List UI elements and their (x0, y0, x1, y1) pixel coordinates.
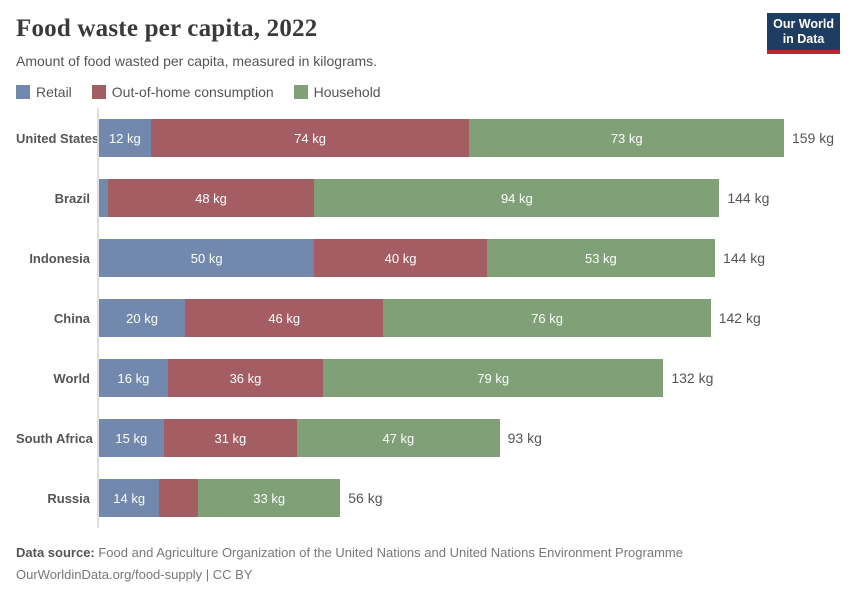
total-label: 159 kg (791, 130, 835, 146)
category-label: South Africa (16, 430, 93, 446)
legend-swatch-icon (293, 85, 308, 99)
total-label: 142 kg (718, 310, 761, 326)
bar-segment[interactable]: 76 kg (383, 299, 711, 337)
bar-area: 12 kg 74 kg 73 kg 159 kg (97, 108, 850, 168)
stacked-bar: 48 kg 94 kg (99, 179, 720, 217)
stacked-bar-chart: United States 12 kg 74 kg 73 kg 159 kg Brazil… (16, 108, 850, 528)
table-row: China 20 kg 46 kg 76 kg 142 kg (16, 288, 850, 348)
bar-segment[interactable]: 47 kg (297, 419, 500, 457)
bar-segment[interactable]: 16 kg (99, 359, 168, 397)
legend: Retail Out-of-home consumption Household (16, 84, 850, 100)
bar-area: 20 kg 46 kg 76 kg 142 kg (97, 288, 850, 348)
bar-segment[interactable]: 31 kg (163, 419, 298, 457)
legend-item-0: Retail (16, 84, 72, 100)
page-title: Food waste per capita, 2022 (16, 15, 318, 42)
bar-segment[interactable]: 48 kg (107, 179, 315, 217)
license-line: OurWorldinData.org/food-supply | CC BY (16, 567, 253, 582)
legend-swatch-icon (16, 85, 30, 99)
legend-item-2: Household (293, 84, 381, 100)
stacked-bar: 12 kg 74 kg 73 kg (99, 119, 784, 157)
bar-area: 16 kg 36 kg 79 kg 132 kg (97, 348, 850, 408)
data-source-label: Data source: (16, 545, 95, 560)
bar-segment[interactable] (99, 179, 108, 217)
stacked-bar: 15 kg 31 kg 47 kg (99, 419, 500, 457)
table-row: South Africa 15 kg 31 kg 47 kg 93 kg (16, 408, 850, 468)
table-row: Russia 14 kg 33 kg 56 kg (16, 468, 850, 528)
legend-label: Household (313, 84, 381, 100)
bar-segment[interactable]: 12 kg (99, 119, 151, 157)
table-row: World 16 kg 36 kg 79 kg 132 kg (16, 348, 850, 408)
total-label: 56 kg (348, 490, 383, 506)
owid-logo[interactable]: Our World in Data (767, 13, 840, 54)
chart-footer: Data source: Food and Agriculture Organi… (16, 542, 834, 586)
stacked-bar: 50 kg 40 kg 53 kg (99, 239, 716, 277)
data-source-line: Data source: Food and Agriculture Organi… (16, 542, 834, 564)
legend-item-1: Out-of-home consumption (91, 84, 274, 100)
bar-segment[interactable]: 94 kg (314, 179, 720, 217)
category-label: World (53, 370, 90, 386)
bar-segment[interactable]: 40 kg (314, 239, 487, 277)
bar-area: 15 kg 31 kg 47 kg 93 kg (97, 408, 850, 468)
total-label: 144 kg (723, 250, 766, 266)
bar-segment[interactable]: 46 kg (185, 299, 384, 337)
chart-header: Food waste per capita, 2022 Amount of fo… (0, 0, 850, 69)
bar-segment[interactable]: 50 kg (99, 239, 315, 277)
stacked-bar: 16 kg 36 kg 79 kg (99, 359, 664, 397)
table-row: Indonesia 50 kg 40 kg 53 kg 144 kg (16, 228, 850, 288)
legend-label: Out-of-home consumption (111, 84, 274, 100)
total-label: 93 kg (507, 430, 542, 446)
bar-segment[interactable]: 79 kg (323, 359, 664, 397)
bar-segment[interactable]: 14 kg (99, 479, 160, 517)
table-row: Brazil 48 kg 94 kg 144 kg (16, 168, 850, 228)
category-label: Russia (47, 490, 90, 506)
stacked-bar: 14 kg 33 kg (99, 479, 341, 517)
bar-area: 50 kg 40 kg 53 kg 144 kg (97, 228, 850, 288)
bar-segment[interactable]: 36 kg (167, 359, 324, 397)
category-label: Indonesia (29, 250, 90, 266)
total-label: 144 kg (727, 190, 770, 206)
bar-segment[interactable]: 73 kg (469, 119, 784, 157)
bar-segment[interactable]: 15 kg (99, 419, 164, 457)
data-source-text: Food and Agriculture Organization of the… (94, 545, 683, 560)
total-label: 132 kg (671, 370, 714, 386)
legend-label: Retail (36, 84, 72, 100)
bar-segment[interactable]: 74 kg (150, 119, 470, 157)
bar-area: 48 kg 94 kg 144 kg (97, 168, 850, 228)
chart-subtitle: Amount of food wasted per capita, measur… (16, 53, 378, 69)
category-label: United States (16, 130, 100, 146)
bar-area: 14 kg 33 kg 56 kg (97, 468, 850, 528)
bar-segment[interactable]: 53 kg (486, 239, 716, 277)
category-label: China (53, 310, 90, 326)
legend-swatch-icon (91, 85, 106, 99)
table-row: United States 12 kg 74 kg 73 kg 159 kg (16, 108, 850, 168)
bar-segment[interactable] (159, 479, 199, 517)
owid-logo-line2: in Data (782, 32, 825, 46)
owid-logo-line1: Our World (773, 17, 834, 31)
category-label: Brazil (54, 190, 90, 206)
stacked-bar: 20 kg 46 kg 76 kg (99, 299, 711, 337)
bar-segment[interactable]: 33 kg (198, 479, 341, 517)
bar-segment[interactable]: 20 kg (99, 299, 186, 337)
